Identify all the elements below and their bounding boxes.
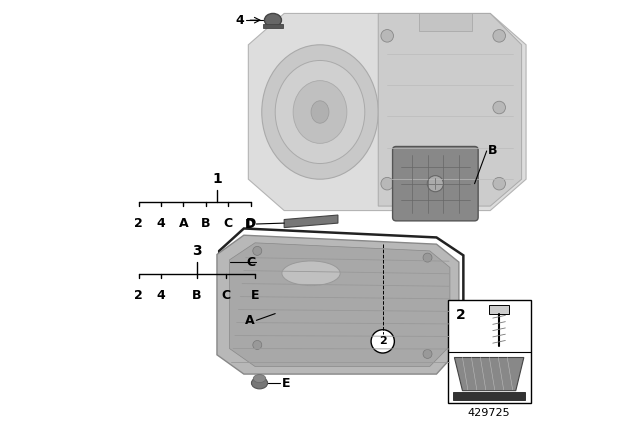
Circle shape bbox=[423, 349, 432, 358]
Polygon shape bbox=[230, 243, 450, 366]
FancyBboxPatch shape bbox=[489, 305, 509, 314]
Text: 2: 2 bbox=[379, 336, 387, 346]
Text: 2: 2 bbox=[134, 289, 143, 302]
Polygon shape bbox=[248, 13, 526, 211]
Circle shape bbox=[253, 246, 262, 255]
FancyBboxPatch shape bbox=[453, 392, 525, 400]
Text: C: C bbox=[246, 255, 255, 269]
Text: D: D bbox=[244, 217, 255, 231]
Text: B: B bbox=[201, 217, 211, 230]
Circle shape bbox=[493, 177, 506, 190]
Circle shape bbox=[253, 340, 262, 349]
Text: A: A bbox=[245, 314, 255, 327]
Ellipse shape bbox=[252, 377, 268, 389]
Polygon shape bbox=[419, 13, 472, 31]
Ellipse shape bbox=[293, 81, 347, 143]
Text: 2: 2 bbox=[134, 217, 143, 230]
Circle shape bbox=[371, 330, 394, 353]
Circle shape bbox=[381, 30, 394, 42]
Ellipse shape bbox=[282, 261, 340, 286]
Circle shape bbox=[493, 101, 506, 114]
Text: 1: 1 bbox=[212, 172, 222, 186]
Polygon shape bbox=[378, 13, 522, 206]
Text: B: B bbox=[192, 289, 202, 302]
FancyBboxPatch shape bbox=[263, 24, 283, 28]
Text: 2: 2 bbox=[456, 308, 465, 322]
Ellipse shape bbox=[253, 375, 266, 383]
Ellipse shape bbox=[311, 101, 329, 123]
Text: E: E bbox=[282, 376, 291, 390]
Polygon shape bbox=[284, 215, 338, 228]
Circle shape bbox=[493, 30, 506, 42]
Text: 4: 4 bbox=[236, 13, 244, 27]
FancyBboxPatch shape bbox=[392, 146, 478, 221]
Circle shape bbox=[423, 253, 432, 262]
Text: 4: 4 bbox=[157, 289, 165, 302]
Ellipse shape bbox=[275, 60, 365, 164]
Polygon shape bbox=[454, 358, 524, 391]
Circle shape bbox=[381, 177, 394, 190]
Text: E: E bbox=[251, 289, 259, 302]
FancyBboxPatch shape bbox=[448, 300, 531, 403]
Text: 3: 3 bbox=[192, 244, 202, 258]
Text: C: C bbox=[221, 289, 230, 302]
Text: 4: 4 bbox=[157, 217, 165, 230]
Ellipse shape bbox=[262, 45, 378, 179]
Text: A: A bbox=[179, 217, 188, 230]
Ellipse shape bbox=[264, 13, 282, 27]
Polygon shape bbox=[217, 235, 459, 374]
Text: D: D bbox=[245, 217, 256, 230]
Text: 429725: 429725 bbox=[468, 408, 510, 418]
Text: B: B bbox=[488, 143, 497, 157]
Circle shape bbox=[428, 176, 444, 192]
Text: C: C bbox=[223, 217, 233, 230]
